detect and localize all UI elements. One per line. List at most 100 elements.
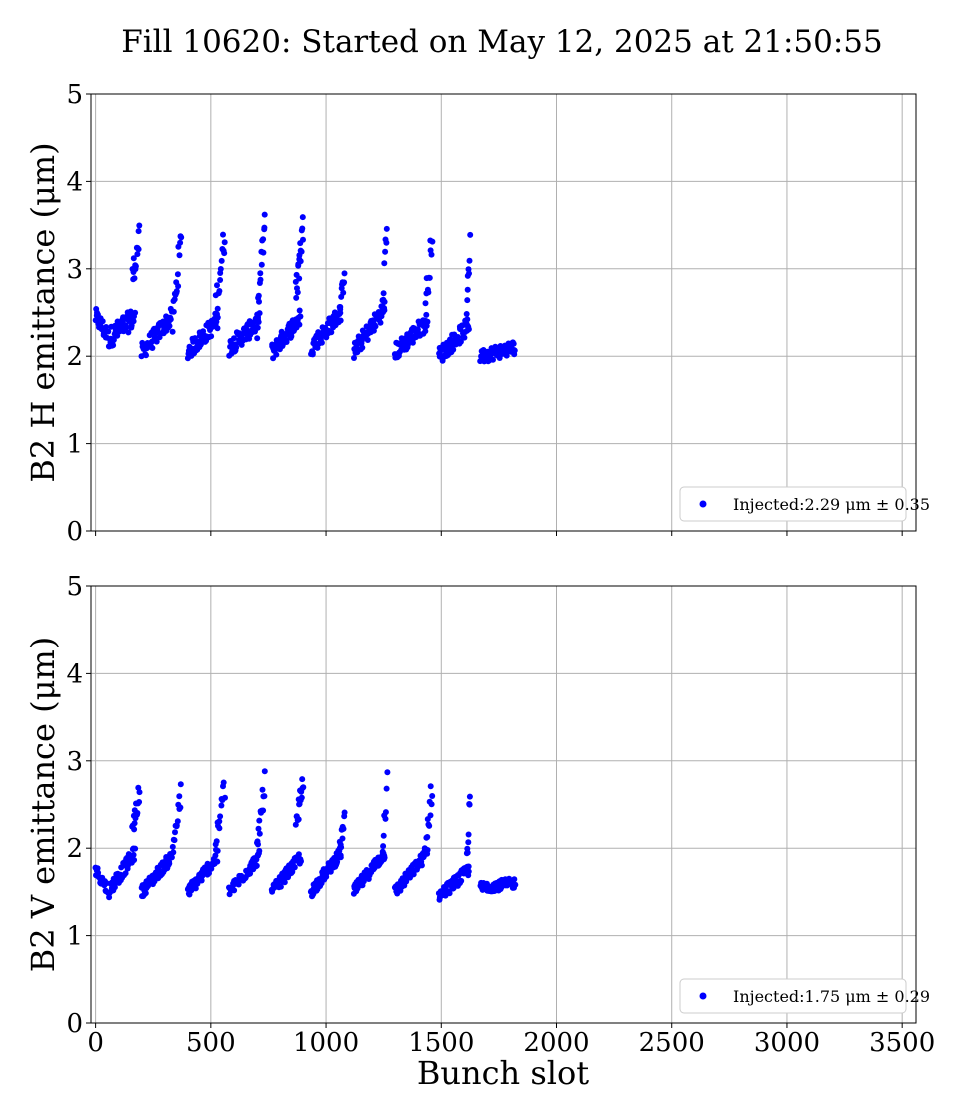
data-point (261, 793, 268, 800)
data-point (292, 821, 299, 828)
data-point (458, 877, 465, 884)
data-point (372, 323, 379, 330)
data-point (220, 231, 226, 238)
data-point (231, 887, 238, 894)
data-point (176, 793, 183, 800)
data-point (213, 838, 220, 845)
data-point (328, 329, 335, 336)
data-point (220, 779, 227, 786)
data-point (425, 289, 432, 296)
data-point (256, 310, 263, 317)
data-point (177, 804, 184, 811)
data-point (131, 857, 138, 863)
data-point (214, 325, 221, 332)
data-point (300, 784, 307, 791)
data-point (277, 883, 284, 890)
data-point (341, 270, 348, 277)
data-point (110, 336, 117, 343)
data-point (132, 845, 139, 852)
y-axis-label: B2 H emittance (μm) (24, 142, 62, 482)
data-point (214, 858, 221, 865)
data-point (318, 339, 325, 346)
data-point (461, 334, 468, 341)
data-point (364, 337, 371, 343)
data-point (427, 812, 434, 819)
x-tick-label: 1000 (293, 1028, 359, 1058)
data-point (299, 214, 306, 221)
y-tick-label: 4 (66, 167, 83, 197)
data-point (383, 225, 390, 232)
data-point (174, 271, 181, 278)
data-point (423, 311, 430, 318)
data-point (212, 852, 219, 859)
data-point (216, 288, 223, 294)
y-tick-label: 1 (66, 430, 83, 460)
x-tick-label: 2500 (639, 1028, 705, 1058)
data-point (200, 328, 207, 335)
data-point (338, 844, 345, 851)
legend-label: Injected:1.75 μm ± 0.29 (733, 987, 930, 1006)
data-point (153, 338, 160, 345)
data-point (143, 352, 149, 359)
legend-box (679, 486, 907, 522)
data-point (383, 239, 390, 246)
data-point (177, 239, 184, 246)
data-point (414, 326, 421, 333)
data-point (427, 783, 434, 790)
data-point (380, 296, 387, 303)
data-point (351, 355, 357, 361)
legend: Injected:2.29 μm ± 0.35 (679, 486, 930, 522)
data-point (218, 802, 225, 809)
data-point (295, 851, 302, 858)
data-point (176, 252, 183, 259)
data-point (446, 890, 453, 897)
legend-marker (699, 500, 707, 508)
data-point (466, 801, 473, 808)
data-point (256, 817, 263, 824)
data-point (309, 349, 316, 356)
data-point (281, 879, 288, 886)
x-tick-label: 3000 (754, 1028, 820, 1058)
data-point (382, 248, 389, 255)
data-point (235, 881, 242, 888)
data-point (261, 211, 268, 218)
y-tick-label: 2 (66, 834, 83, 864)
data-point (254, 324, 261, 331)
data-point (337, 854, 344, 861)
data-point (428, 251, 435, 258)
data-point (259, 786, 266, 793)
data-point (175, 283, 182, 290)
data-point (254, 335, 261, 342)
data-point (377, 319, 384, 326)
y-tick-label: 4 (66, 659, 83, 689)
data-point (339, 835, 346, 842)
data-point (297, 258, 304, 265)
x-tick-label: 0 (87, 1028, 104, 1058)
data-point (379, 851, 386, 858)
data-point (291, 864, 298, 871)
data-point (296, 321, 303, 328)
data-point (429, 238, 436, 245)
data-point (255, 292, 262, 299)
data-points (92, 768, 519, 903)
data-point (114, 332, 121, 339)
data-point (256, 830, 263, 837)
data-point (233, 344, 240, 351)
data-point (214, 305, 221, 312)
data-point (105, 328, 112, 335)
data-point (213, 846, 219, 853)
data-point (130, 851, 137, 858)
data-point (511, 876, 518, 883)
data-point (340, 825, 347, 832)
data-point (454, 334, 461, 340)
data-point (106, 894, 113, 901)
data-point (256, 298, 262, 305)
data-point (465, 868, 472, 875)
data-point (99, 318, 106, 325)
legend: Injected:1.75 μm ± 0.29 (679, 978, 930, 1014)
data-point (217, 813, 224, 820)
data-point (167, 316, 174, 323)
data-point (380, 843, 387, 850)
data-point (409, 339, 416, 346)
